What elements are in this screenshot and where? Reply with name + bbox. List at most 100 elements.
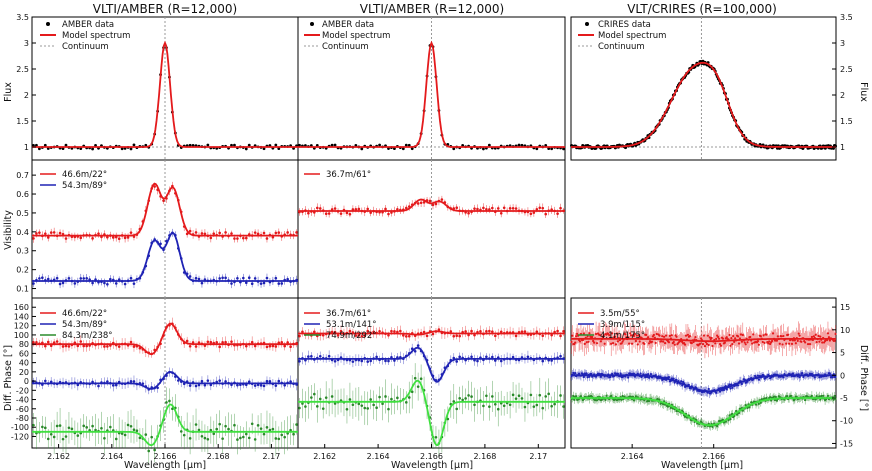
data-point bbox=[757, 402, 760, 405]
y-tick-label: 120 bbox=[14, 322, 29, 331]
data-point bbox=[767, 342, 770, 345]
data-point bbox=[129, 231, 133, 234]
data-point bbox=[274, 231, 278, 235]
data-point bbox=[638, 340, 641, 343]
y-tick-label: 2 bbox=[840, 91, 845, 100]
data-point bbox=[662, 340, 665, 343]
data-point bbox=[461, 398, 464, 402]
data-point bbox=[535, 207, 539, 211]
title-amber-middle: VLTI/AMBER (R=12,000) bbox=[360, 2, 504, 16]
data-point bbox=[633, 332, 636, 336]
data-point bbox=[109, 277, 112, 281]
data-point bbox=[85, 344, 88, 348]
data-point bbox=[153, 185, 156, 188]
data-point bbox=[244, 344, 248, 348]
y-tick-label: 1.5 bbox=[840, 117, 853, 126]
data-point bbox=[162, 199, 165, 202]
data-point bbox=[765, 333, 768, 336]
data-point bbox=[333, 143, 337, 147]
data-point bbox=[298, 406, 301, 410]
data-point bbox=[815, 340, 818, 344]
legend-phase-crires: 3.5m/55° 3.9m/115° 4.1m/175° bbox=[578, 309, 645, 341]
data-point bbox=[194, 276, 198, 280]
data-point bbox=[85, 426, 88, 429]
y-tick-label: 3.5 bbox=[840, 13, 853, 22]
data-point bbox=[739, 333, 742, 336]
data-point bbox=[718, 337, 721, 340]
data-point bbox=[673, 343, 676, 346]
data-point bbox=[236, 438, 239, 441]
data-point bbox=[759, 401, 762, 404]
legend-marker-data bbox=[310, 22, 314, 26]
data-point bbox=[511, 206, 515, 210]
data-point bbox=[818, 395, 821, 398]
data-point bbox=[129, 276, 133, 280]
data-point bbox=[834, 375, 837, 379]
data-point bbox=[52, 231, 56, 234]
xlabel-middle: Wavelength [µm] bbox=[391, 460, 473, 471]
data-point bbox=[473, 403, 476, 407]
data-point bbox=[286, 432, 289, 435]
data-point bbox=[482, 147, 485, 151]
y-tick-label: 80 bbox=[19, 340, 29, 349]
data-point bbox=[729, 387, 732, 390]
data-point bbox=[339, 329, 343, 333]
data-point bbox=[819, 398, 822, 401]
data-point bbox=[407, 396, 411, 399]
data-point bbox=[120, 432, 124, 435]
data-point bbox=[324, 212, 328, 216]
data-point bbox=[599, 340, 602, 343]
data-point bbox=[586, 335, 589, 338]
data-point bbox=[723, 341, 726, 344]
data-point bbox=[686, 333, 689, 336]
data-point bbox=[434, 435, 438, 439]
data-point bbox=[372, 403, 375, 407]
data-point bbox=[44, 232, 47, 235]
data-point bbox=[744, 343, 747, 346]
data-point bbox=[366, 329, 370, 333]
data-point bbox=[446, 417, 450, 421]
data-point bbox=[330, 143, 334, 147]
data-point bbox=[203, 436, 207, 440]
data-point bbox=[286, 277, 289, 281]
data-point bbox=[132, 380, 136, 383]
data-point bbox=[224, 231, 227, 234]
data-point bbox=[553, 402, 556, 406]
data-point bbox=[206, 379, 210, 383]
data-point bbox=[574, 341, 577, 344]
data-point bbox=[769, 396, 772, 399]
data-point bbox=[32, 143, 35, 147]
data-point bbox=[550, 333, 553, 337]
data-point bbox=[280, 282, 284, 285]
data-point bbox=[315, 143, 319, 147]
data-point bbox=[168, 399, 171, 403]
data-point bbox=[38, 231, 41, 234]
data-point bbox=[637, 334, 640, 337]
data-point bbox=[49, 432, 53, 436]
data-point bbox=[664, 342, 667, 345]
data-point bbox=[265, 237, 269, 240]
data-point bbox=[588, 375, 591, 378]
x-tick-label: 2.164 bbox=[621, 452, 644, 461]
data-point bbox=[614, 372, 618, 375]
data-point bbox=[708, 336, 711, 339]
data-point bbox=[58, 424, 62, 427]
data-point bbox=[103, 436, 106, 440]
data-point bbox=[250, 282, 254, 286]
data-point bbox=[493, 359, 497, 362]
x-tick-label: 2.162 bbox=[313, 452, 336, 461]
panel-frames bbox=[31, 16, 837, 449]
data-point bbox=[636, 343, 639, 346]
data-point bbox=[791, 372, 795, 375]
data-point bbox=[378, 143, 381, 147]
data-point bbox=[571, 334, 574, 337]
data-point bbox=[233, 237, 236, 240]
data-point bbox=[763, 341, 766, 344]
data-point bbox=[675, 335, 678, 338]
data-point bbox=[743, 341, 746, 344]
legend-label-data: CRIRES data bbox=[598, 20, 651, 30]
data-point bbox=[668, 334, 672, 337]
data-point bbox=[602, 334, 605, 337]
data-point bbox=[455, 360, 459, 363]
data-point bbox=[185, 339, 189, 343]
